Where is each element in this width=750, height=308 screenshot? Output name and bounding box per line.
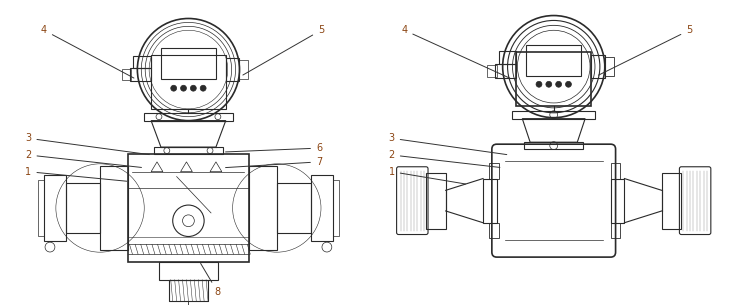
Bar xyxy=(100,166,128,250)
Bar xyxy=(524,142,584,149)
Text: 6: 6 xyxy=(226,143,322,153)
Text: 1: 1 xyxy=(388,167,466,184)
Bar xyxy=(489,223,499,238)
Bar xyxy=(144,113,232,121)
Bar xyxy=(249,166,277,250)
Bar xyxy=(151,55,226,109)
Bar xyxy=(591,55,604,79)
Text: 2: 2 xyxy=(388,150,500,168)
Bar xyxy=(239,60,248,79)
Bar xyxy=(311,175,333,241)
Bar xyxy=(277,183,311,233)
Bar xyxy=(610,223,620,238)
Text: 4: 4 xyxy=(41,25,134,78)
Bar xyxy=(662,173,681,229)
Bar xyxy=(134,56,151,67)
Circle shape xyxy=(171,85,177,91)
Bar xyxy=(610,163,620,179)
Circle shape xyxy=(536,81,542,87)
Bar xyxy=(159,262,218,280)
Text: 5: 5 xyxy=(243,25,324,75)
Bar xyxy=(128,154,249,262)
Circle shape xyxy=(200,85,206,91)
Text: 3: 3 xyxy=(388,133,507,155)
Text: 7: 7 xyxy=(226,157,322,168)
Bar xyxy=(333,180,339,236)
Bar xyxy=(512,111,595,119)
Bar xyxy=(44,175,66,241)
Bar xyxy=(169,280,208,301)
Bar xyxy=(66,183,100,233)
Text: 4: 4 xyxy=(401,25,510,78)
Bar xyxy=(426,173,445,229)
Circle shape xyxy=(181,85,187,91)
Circle shape xyxy=(546,81,552,87)
Bar xyxy=(122,69,131,80)
Bar xyxy=(487,65,496,77)
Bar xyxy=(526,45,581,76)
Text: 2: 2 xyxy=(26,150,142,168)
Bar xyxy=(610,179,625,223)
Bar xyxy=(161,48,216,79)
Circle shape xyxy=(556,81,562,87)
Bar xyxy=(154,147,223,154)
Bar xyxy=(130,67,151,81)
Bar xyxy=(489,163,499,179)
Circle shape xyxy=(566,81,572,87)
Bar xyxy=(483,179,496,223)
Bar xyxy=(38,180,44,236)
Bar xyxy=(495,64,517,79)
Text: 8: 8 xyxy=(201,263,221,298)
Text: 5: 5 xyxy=(598,25,692,75)
Text: 3: 3 xyxy=(26,133,149,155)
Bar xyxy=(604,57,613,76)
Circle shape xyxy=(190,85,196,91)
Text: 1: 1 xyxy=(26,167,127,181)
Bar xyxy=(226,58,239,81)
Bar xyxy=(499,51,517,64)
Bar xyxy=(517,52,591,106)
